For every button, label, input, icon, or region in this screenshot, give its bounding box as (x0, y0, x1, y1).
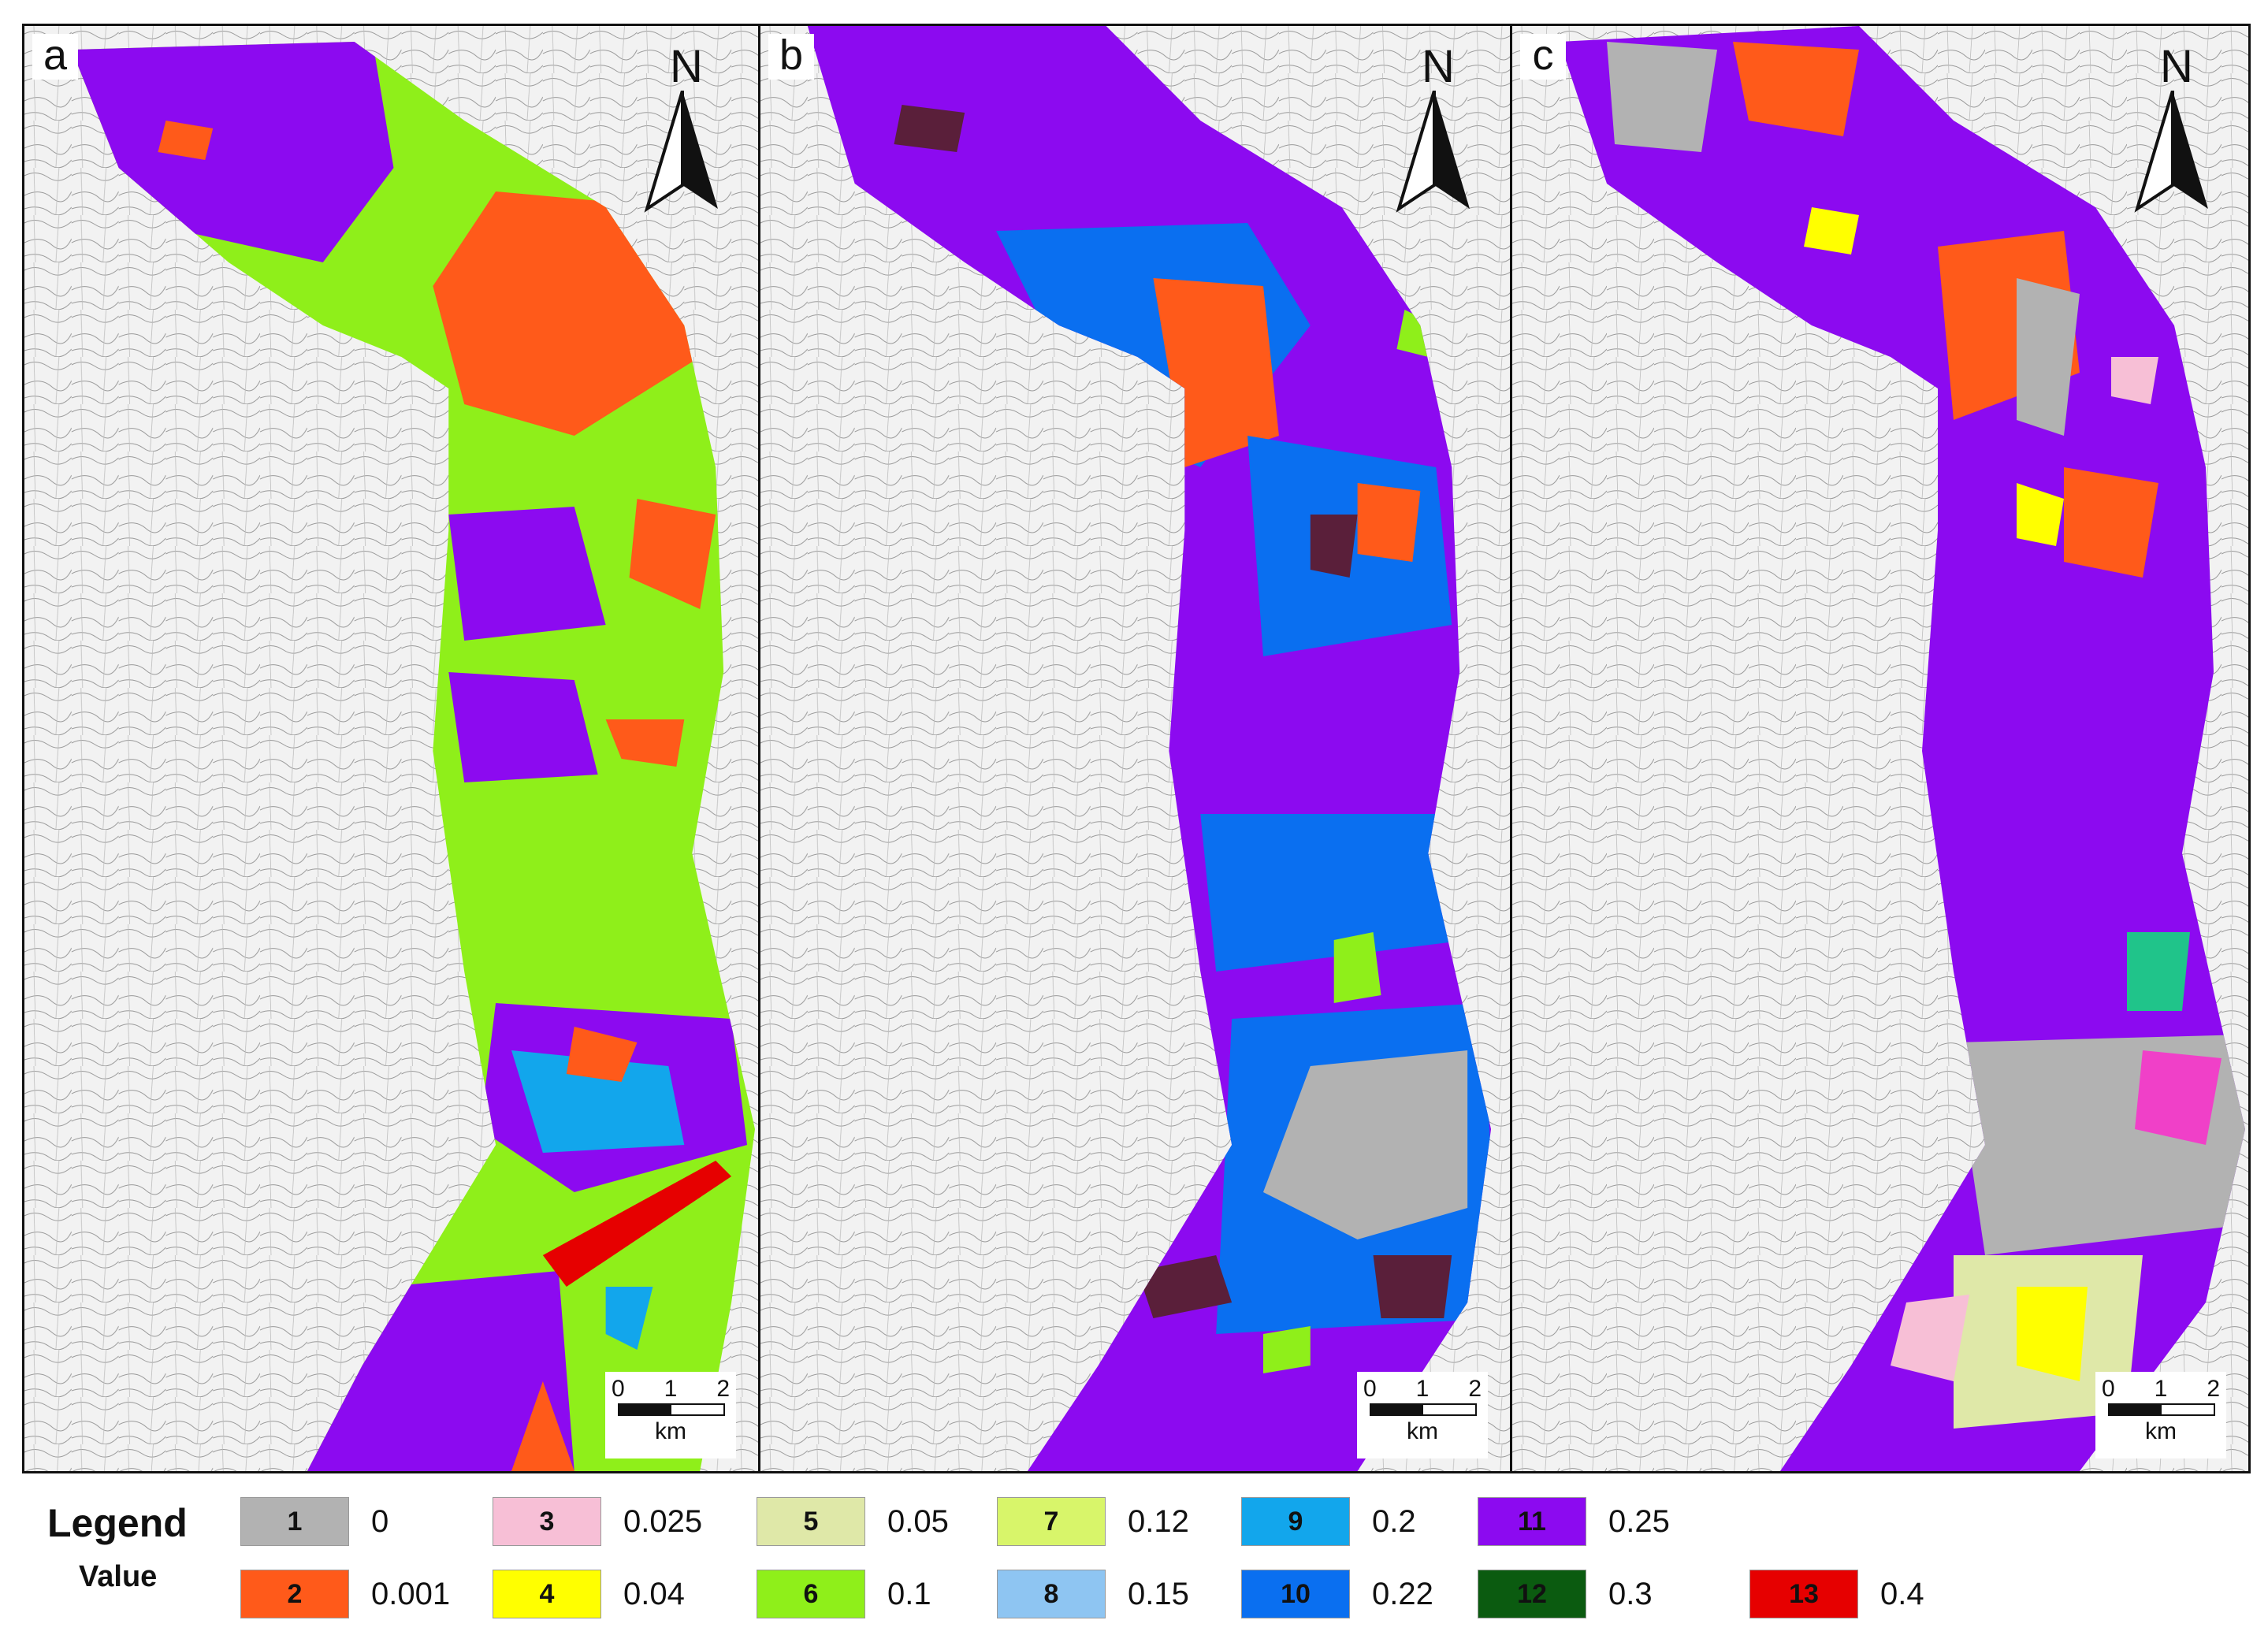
legend-item: 11 0.25 (1478, 1497, 1670, 1546)
legend-swatch: 5 (757, 1497, 865, 1546)
scale-tick-2: 2 (2207, 1376, 2220, 1402)
north-arrow: N (643, 43, 730, 225)
legend-swatch: 11 (1478, 1497, 1586, 1546)
legend-item: 12 0.3 (1478, 1570, 1653, 1618)
legend-swatch: 2 (240, 1570, 349, 1618)
scale-tick-2: 2 (1468, 1376, 1482, 1402)
maps-row: a N 0 1 2 km (22, 24, 2251, 1473)
legend-value: 0.25 (1608, 1503, 1670, 1539)
legend-value: 0.04 (623, 1576, 685, 1611)
legend-value: 0.15 (1128, 1576, 1189, 1611)
scale-ticks: 0 1 2 (612, 1377, 730, 1402)
legend-item: 2 0.001 (240, 1570, 450, 1618)
legend-title: Legend (47, 1501, 188, 1545)
map-panel-a: a N 0 1 2 km (24, 26, 760, 1471)
legend-item: 8 0.15 (997, 1570, 1189, 1618)
legend-value: 0.2 (1372, 1503, 1416, 1539)
north-arrow-icon (2134, 90, 2208, 213)
legend-value: 0.3 (1608, 1576, 1653, 1611)
legend-value: 0.12 (1128, 1503, 1189, 1539)
legend-value: 0.1 (887, 1576, 931, 1611)
legend-swatch: 8 (997, 1570, 1106, 1618)
scale-ticks: 0 1 2 (1363, 1377, 1482, 1402)
legend-value: 0.05 (887, 1503, 949, 1539)
legend-item: 6 0.1 (757, 1570, 931, 1618)
scale-bar-graphic (1370, 1403, 1477, 1416)
legend-value: 0.025 (623, 1503, 703, 1539)
north-label: N (2160, 41, 2193, 92)
legend-swatch: 10 (1241, 1570, 1350, 1618)
scale-bar-graphic (2108, 1403, 2215, 1416)
scale-tick-1: 1 (1415, 1376, 1430, 1402)
scale-unit: km (2145, 1418, 2177, 1444)
map-c-graphic (1512, 26, 2248, 1471)
map-panel-b: b N 0 1 2 km (760, 26, 1512, 1471)
north-arrow-icon (644, 90, 718, 213)
scale-tick-0: 0 (612, 1376, 625, 1402)
scale-bar: 0 1 2 km (2095, 1372, 2226, 1458)
map-panel-c: c N 0 1 2 km (1512, 26, 2248, 1471)
scale-unit: km (655, 1418, 686, 1444)
scale-tick-1: 1 (664, 1376, 678, 1402)
legend-swatch: 13 (1749, 1570, 1858, 1618)
legend-item: 3 0.025 (493, 1497, 702, 1546)
legend-item: 13 0.4 (1749, 1570, 1924, 1618)
legend-swatch: 3 (493, 1497, 601, 1546)
scale-tick-1: 1 (2154, 1376, 2168, 1402)
legend-swatch: 12 (1478, 1570, 1586, 1618)
panel-letter-c: c (1520, 34, 1566, 80)
legend-swatch: 4 (493, 1570, 601, 1618)
legend-value: 0.4 (1880, 1576, 1924, 1611)
legend-item: 9 0.2 (1241, 1497, 1416, 1546)
scale-ticks: 0 1 2 (2102, 1377, 2220, 1402)
legend-value: 0.001 (371, 1576, 451, 1611)
legend-swatch: 6 (757, 1570, 865, 1618)
legend-swatch: 7 (997, 1497, 1106, 1546)
scale-tick-0: 0 (2102, 1376, 2115, 1402)
legend-item: 1 0 (240, 1497, 389, 1546)
legend-value: 0.22 (1372, 1576, 1433, 1611)
legend: Legend Value 1 0 2 0.001 3 0.025 4 0.04 … (0, 1481, 2268, 1635)
north-arrow: N (2133, 43, 2220, 225)
scale-unit: km (1407, 1418, 1438, 1444)
panel-letter-a: a (32, 34, 78, 80)
legend-subtitle: Value (79, 1560, 158, 1593)
scale-tick-0: 0 (1363, 1376, 1377, 1402)
scale-tick-2: 2 (716, 1376, 730, 1402)
north-arrow: N (1395, 43, 1482, 225)
north-arrow-icon (1396, 90, 1470, 213)
scale-bar: 0 1 2 km (1357, 1372, 1488, 1458)
legend-value: 0 (371, 1503, 389, 1539)
legend-item: 7 0.12 (997, 1497, 1189, 1546)
panel-letter-b: b (768, 34, 814, 80)
scale-bar-graphic (618, 1403, 725, 1416)
legend-swatch: 9 (1241, 1497, 1350, 1546)
scale-bar: 0 1 2 km (605, 1372, 736, 1458)
map-b-graphic (760, 26, 1510, 1471)
legend-item: 4 0.04 (493, 1570, 685, 1618)
legend-item: 5 0.05 (757, 1497, 949, 1546)
north-label: N (670, 41, 703, 92)
legend-item: 10 0.22 (1241, 1570, 1433, 1618)
map-a-graphic (24, 26, 758, 1471)
legend-swatch: 1 (240, 1497, 349, 1546)
north-label: N (1422, 41, 1455, 92)
